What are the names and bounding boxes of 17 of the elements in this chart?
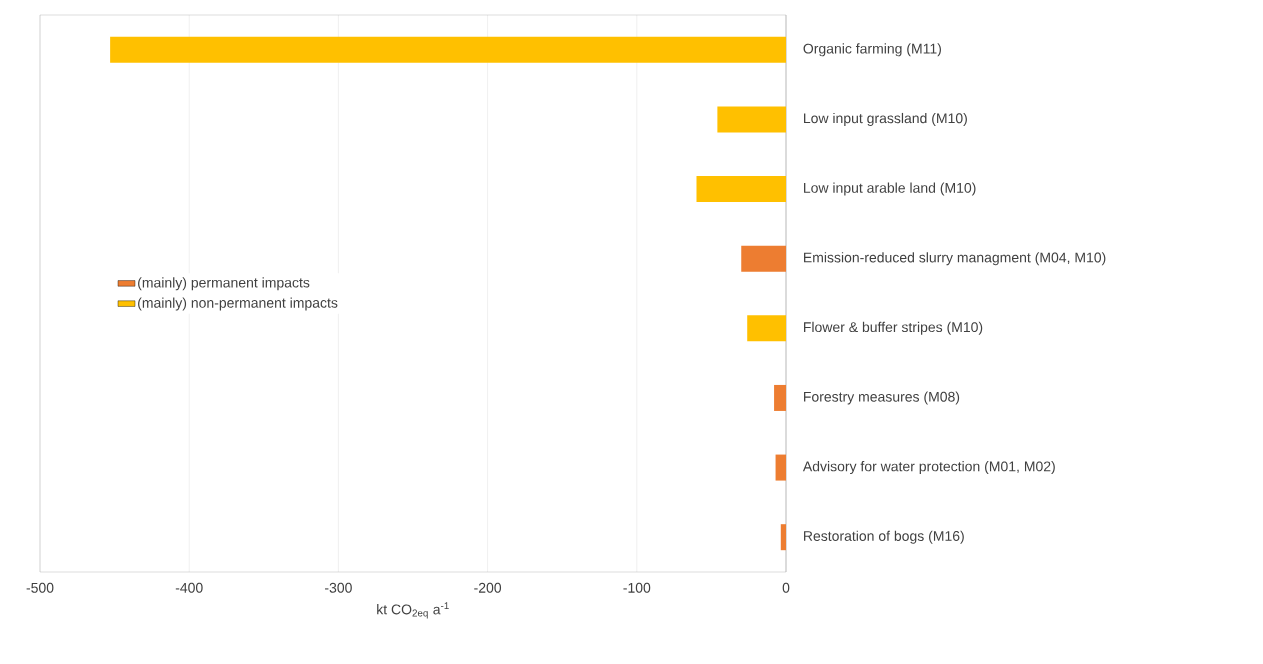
- x-tick-label: -100: [623, 582, 651, 593]
- legend-label: (mainly) non-permanent impacts: [138, 297, 338, 311]
- y-tick-label: Emission-reduced slurry managment (M04, M10): [804, 252, 1106, 266]
- x-tick-label: -200: [474, 582, 502, 593]
- y-tick-label: Restoration of bogs (M16): [804, 530, 964, 544]
- legend-label: (mainly) permanent impacts: [138, 277, 310, 291]
- y-tick-label: Low input grassland (M10): [804, 112, 967, 126]
- x-axis-title: kt CO$_{2eq}$ a$^{-1}$: [377, 602, 449, 619]
- y-tick-label: Advisory for water protection (M01, M02): [802, 461, 1055, 475]
- y-tick-label: Flower & buffer stripes (M10): [804, 321, 983, 335]
- x-tick-label: -500: [26, 582, 54, 593]
- y-tick-label: Low input arable land (M10): [804, 182, 976, 196]
- x-tick-label: -400: [175, 582, 203, 593]
- y-tick-label: Organic farming (M11): [803, 43, 941, 57]
- x-tick-label: -300: [325, 582, 352, 593]
- y-tick-label: Forestry measures (M08): [804, 391, 960, 405]
- x-tick-label: 0: [782, 582, 790, 593]
